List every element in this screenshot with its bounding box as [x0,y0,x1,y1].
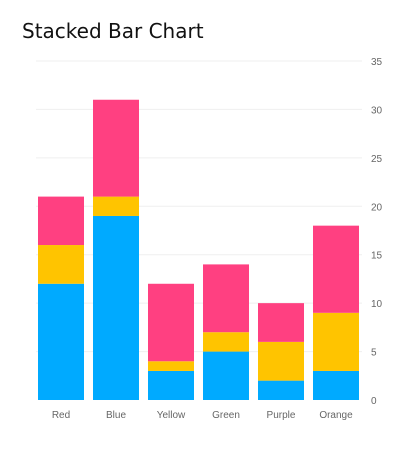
grid-layer [36,60,362,353]
x-tick-label-blue: Blue [106,410,126,421]
x-tick-label-red: Red [52,410,70,421]
y-tick-label: 5 [371,348,377,359]
bar-segment-red-2 [38,245,84,284]
bar-segment-purple-1 [258,380,304,400]
bar-segment-red-3 [38,196,84,246]
bars-layer [38,99,359,400]
bar-segment-orange-3 [313,225,359,313]
bar-segment-blue-3 [93,99,139,197]
y-tick-label: 0 [371,396,377,407]
y-tick-label: 10 [371,299,383,310]
y-tick-label: 35 [371,57,383,68]
y-tick-label: 15 [371,251,383,262]
bar-segment-purple-2 [258,341,304,381]
bar-segment-blue-2 [93,196,139,216]
bar-segment-red-1 [38,283,84,400]
bar-segment-yellow-1 [148,370,194,400]
y-axis: 0 5 10 15 20 25 30 35 [371,57,383,407]
y-tick-label: 25 [371,154,383,165]
bar-segment-orange-2 [313,312,359,371]
x-tick-label-yellow: Yellow [157,410,186,421]
bar-segment-yellow-2 [148,361,194,371]
bar-segment-yellow-3 [148,283,194,362]
bar-segment-green-2 [203,332,249,352]
x-axis: Red Blue Yellow Green Purple Orange [52,410,353,421]
x-tick-label-orange: Orange [319,410,353,421]
bar-segment-green-1 [203,351,249,400]
x-tick-label-green: Green [212,410,240,421]
x-tick-label-purple: Purple [267,410,296,421]
y-tick-label: 20 [371,202,383,213]
y-tick-label: 30 [371,105,383,116]
bar-segment-blue-1 [93,215,139,400]
bar-segment-orange-1 [313,370,359,400]
bar-segment-green-3 [203,264,249,333]
chart-title: Stacked Bar Chart [22,19,204,43]
bar-segment-purple-3 [258,303,304,342]
